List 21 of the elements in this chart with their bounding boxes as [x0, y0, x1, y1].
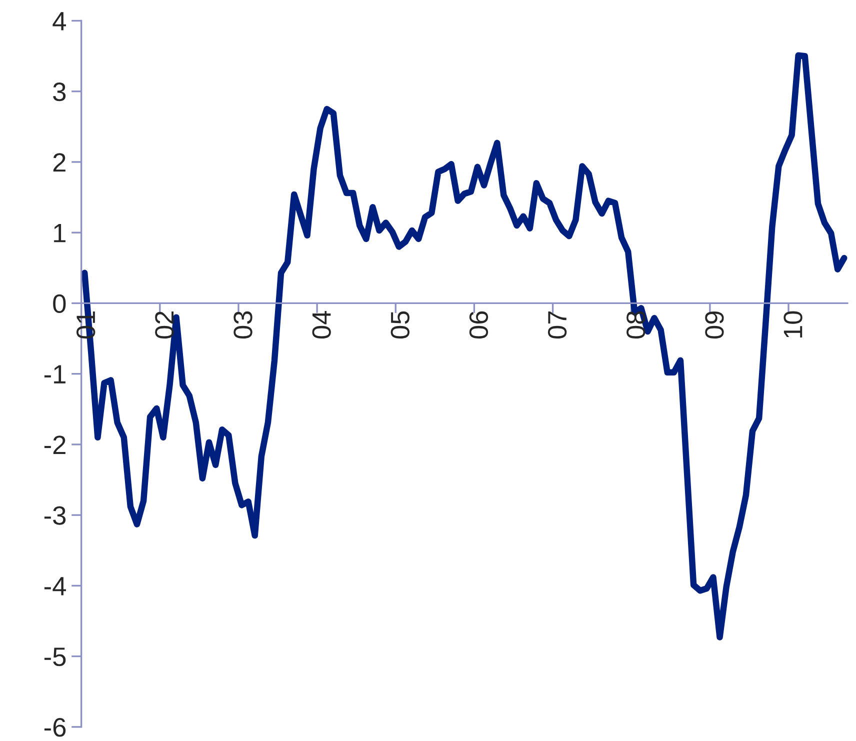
x-tick-label: 06	[469, 311, 488, 339]
y-tick-label: -3	[44, 506, 66, 525]
x-tick-label: 07	[548, 312, 567, 339]
x-tick-label: 01	[76, 312, 96, 339]
x-tick-label: 04	[312, 310, 331, 339]
y-tick-label: -5	[44, 648, 66, 666]
y-tick-label: 1	[54, 224, 66, 242]
y-tick-label: -1	[44, 365, 66, 384]
y-tick-label: -4	[44, 577, 66, 596]
y-tick-label: 3	[53, 82, 66, 102]
x-tick-label: 08	[626, 311, 646, 339]
y-tick-label: 4	[52, 12, 66, 30]
x-tick-label: 03	[234, 311, 252, 339]
x-tick-label: 10	[784, 311, 802, 338]
y-tick-label: 2	[53, 153, 66, 172]
x-tick-label: 09	[705, 311, 724, 339]
y-tick-label: -2	[44, 436, 66, 454]
y-tick-label: -6	[44, 718, 66, 737]
x-tick-label: 02	[155, 312, 174, 339]
y-tick-label: 0	[53, 294, 66, 314]
x-tick-label: 05	[390, 311, 410, 339]
